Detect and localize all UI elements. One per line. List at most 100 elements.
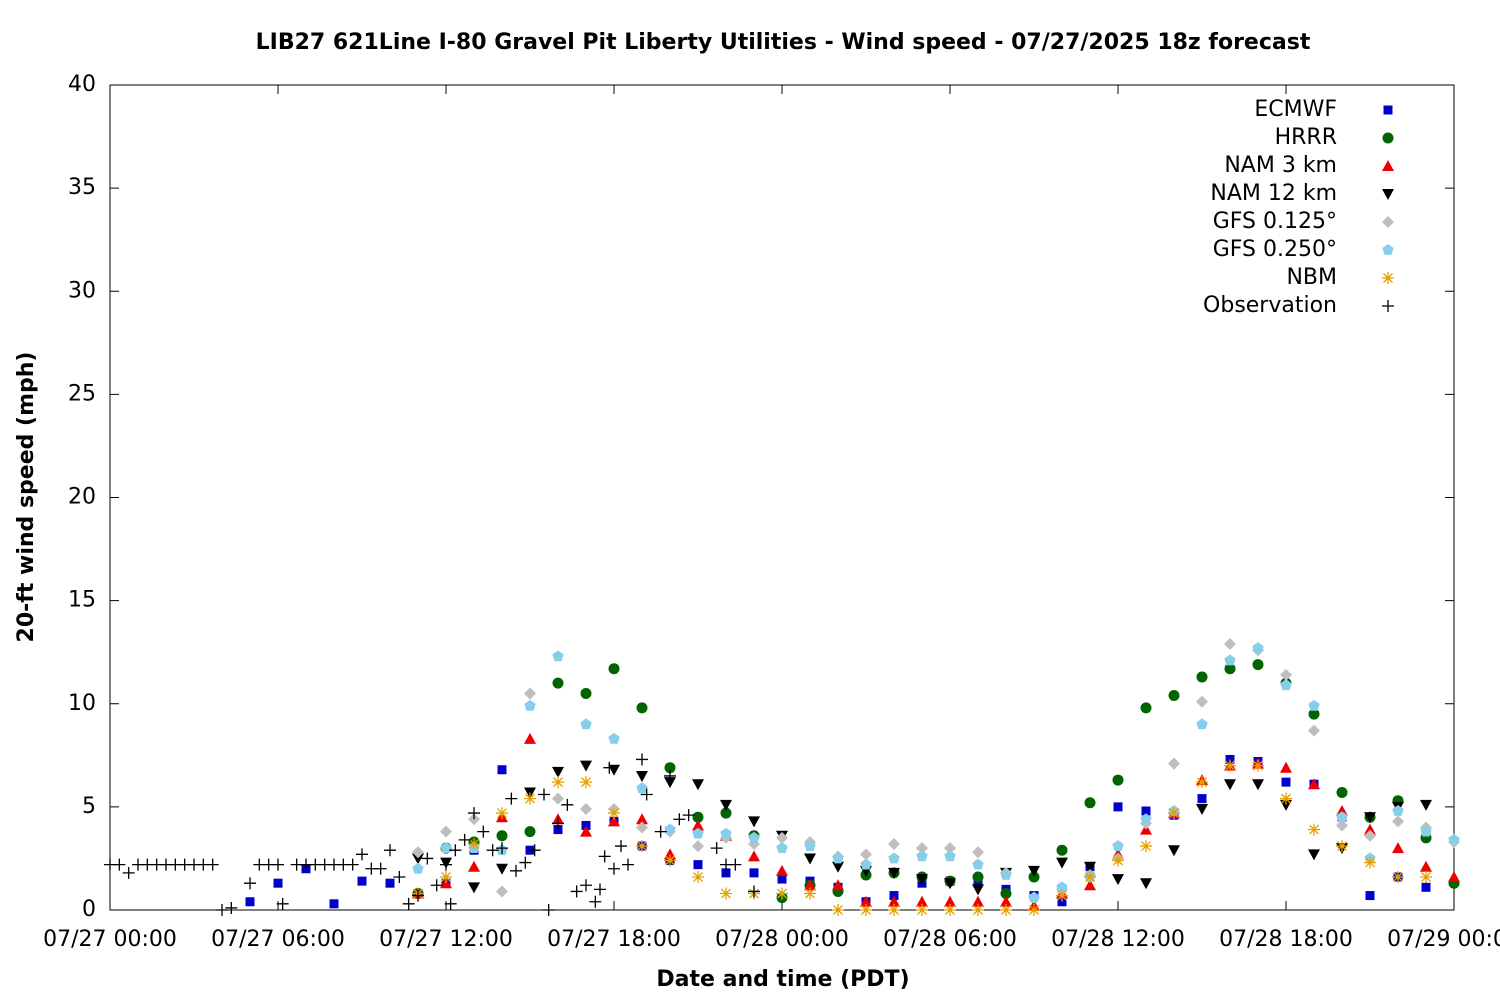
data-point	[477, 825, 490, 838]
data-point	[888, 895, 900, 907]
data-point	[916, 895, 928, 907]
data-point	[692, 871, 704, 883]
y-tick-label: 30	[68, 278, 96, 303]
data-point	[640, 788, 653, 801]
data-point	[412, 889, 424, 902]
data-point	[384, 844, 396, 857]
data-point	[1196, 671, 1208, 683]
data-point	[561, 798, 574, 811]
legend-label: NBM	[1286, 265, 1337, 290]
data-point	[1028, 871, 1040, 883]
x-tick-label: 07/28 18:00	[1219, 927, 1353, 952]
data-point	[1141, 806, 1151, 816]
data-point	[589, 895, 602, 908]
data-point	[524, 826, 536, 838]
data-point	[244, 877, 256, 890]
data-point	[1420, 871, 1432, 883]
data-point	[944, 850, 956, 862]
data-point	[1224, 637, 1236, 650]
data-point	[692, 779, 704, 791]
data-point	[538, 788, 550, 801]
data-point	[1420, 860, 1432, 872]
legend-marker	[1382, 216, 1394, 228]
data-point	[496, 863, 508, 875]
data-point	[1000, 868, 1012, 880]
legend-label: NAM 3 km	[1224, 153, 1337, 178]
data-point	[804, 887, 816, 900]
data-point	[664, 823, 676, 835]
data-point	[449, 844, 462, 857]
data-point	[468, 813, 480, 826]
data-point	[1140, 840, 1152, 853]
data-point	[1140, 878, 1152, 890]
data-point	[1308, 708, 1320, 720]
legend-marker	[1382, 300, 1394, 312]
y-axis-label: 20-ft wind speed (mph)	[14, 352, 39, 643]
data-point	[636, 770, 648, 782]
data-point	[273, 878, 283, 888]
data-point	[468, 882, 480, 894]
data-point	[944, 904, 956, 916]
data-point	[804, 879, 816, 891]
data-point	[245, 897, 255, 907]
data-point	[1028, 904, 1040, 916]
data-point	[1056, 881, 1068, 893]
data-point	[524, 687, 536, 700]
data-point	[693, 860, 703, 870]
data-point	[1308, 823, 1320, 836]
legend-label: HRRR	[1275, 125, 1337, 150]
data-point	[1392, 871, 1404, 883]
data-point	[528, 844, 541, 857]
data-point	[860, 904, 872, 916]
legend-marker	[1382, 244, 1394, 255]
data-point	[636, 840, 648, 853]
data-point	[654, 825, 667, 838]
legend-label: GFS 0.125°	[1213, 209, 1337, 234]
data-point	[393, 871, 406, 883]
data-point	[1280, 792, 1292, 805]
data-point	[1252, 779, 1264, 791]
data-point	[440, 858, 452, 871]
data-point	[346, 858, 359, 871]
data-point	[412, 862, 424, 874]
data-point	[402, 897, 415, 910]
data-point	[497, 765, 507, 775]
x-tick-label: 07/28 12:00	[1051, 927, 1185, 952]
data-point	[1112, 854, 1124, 867]
data-point	[1308, 724, 1320, 737]
data-point	[206, 858, 219, 871]
data-point	[412, 846, 424, 859]
data-point	[721, 868, 731, 878]
data-point	[1084, 797, 1096, 809]
data-point	[615, 840, 627, 853]
data-point	[692, 811, 704, 823]
data-point	[1280, 668, 1292, 681]
legend-label: NAM 12 km	[1210, 181, 1337, 206]
data-point	[636, 821, 648, 834]
data-point	[916, 874, 928, 886]
data-point	[580, 825, 592, 837]
data-point	[972, 904, 984, 916]
legend-label: Observation	[1203, 293, 1337, 318]
data-point	[888, 904, 900, 916]
data-point	[594, 883, 606, 896]
data-point	[1308, 849, 1320, 861]
data-point	[860, 848, 872, 861]
data-point	[1392, 815, 1404, 828]
data-point	[1028, 891, 1040, 903]
data-point	[1113, 802, 1123, 812]
data-point	[421, 852, 434, 865]
data-point	[889, 891, 899, 901]
data-point	[1308, 699, 1320, 711]
data-point	[496, 842, 508, 855]
data-point	[1000, 888, 1012, 899]
data-point	[972, 871, 984, 883]
data-point	[972, 895, 984, 907]
data-point	[1252, 642, 1264, 653]
data-point	[1056, 844, 1068, 856]
data-point	[552, 766, 564, 778]
legend-marker	[1382, 189, 1394, 200]
data-point	[524, 732, 536, 744]
data-point	[430, 879, 443, 892]
